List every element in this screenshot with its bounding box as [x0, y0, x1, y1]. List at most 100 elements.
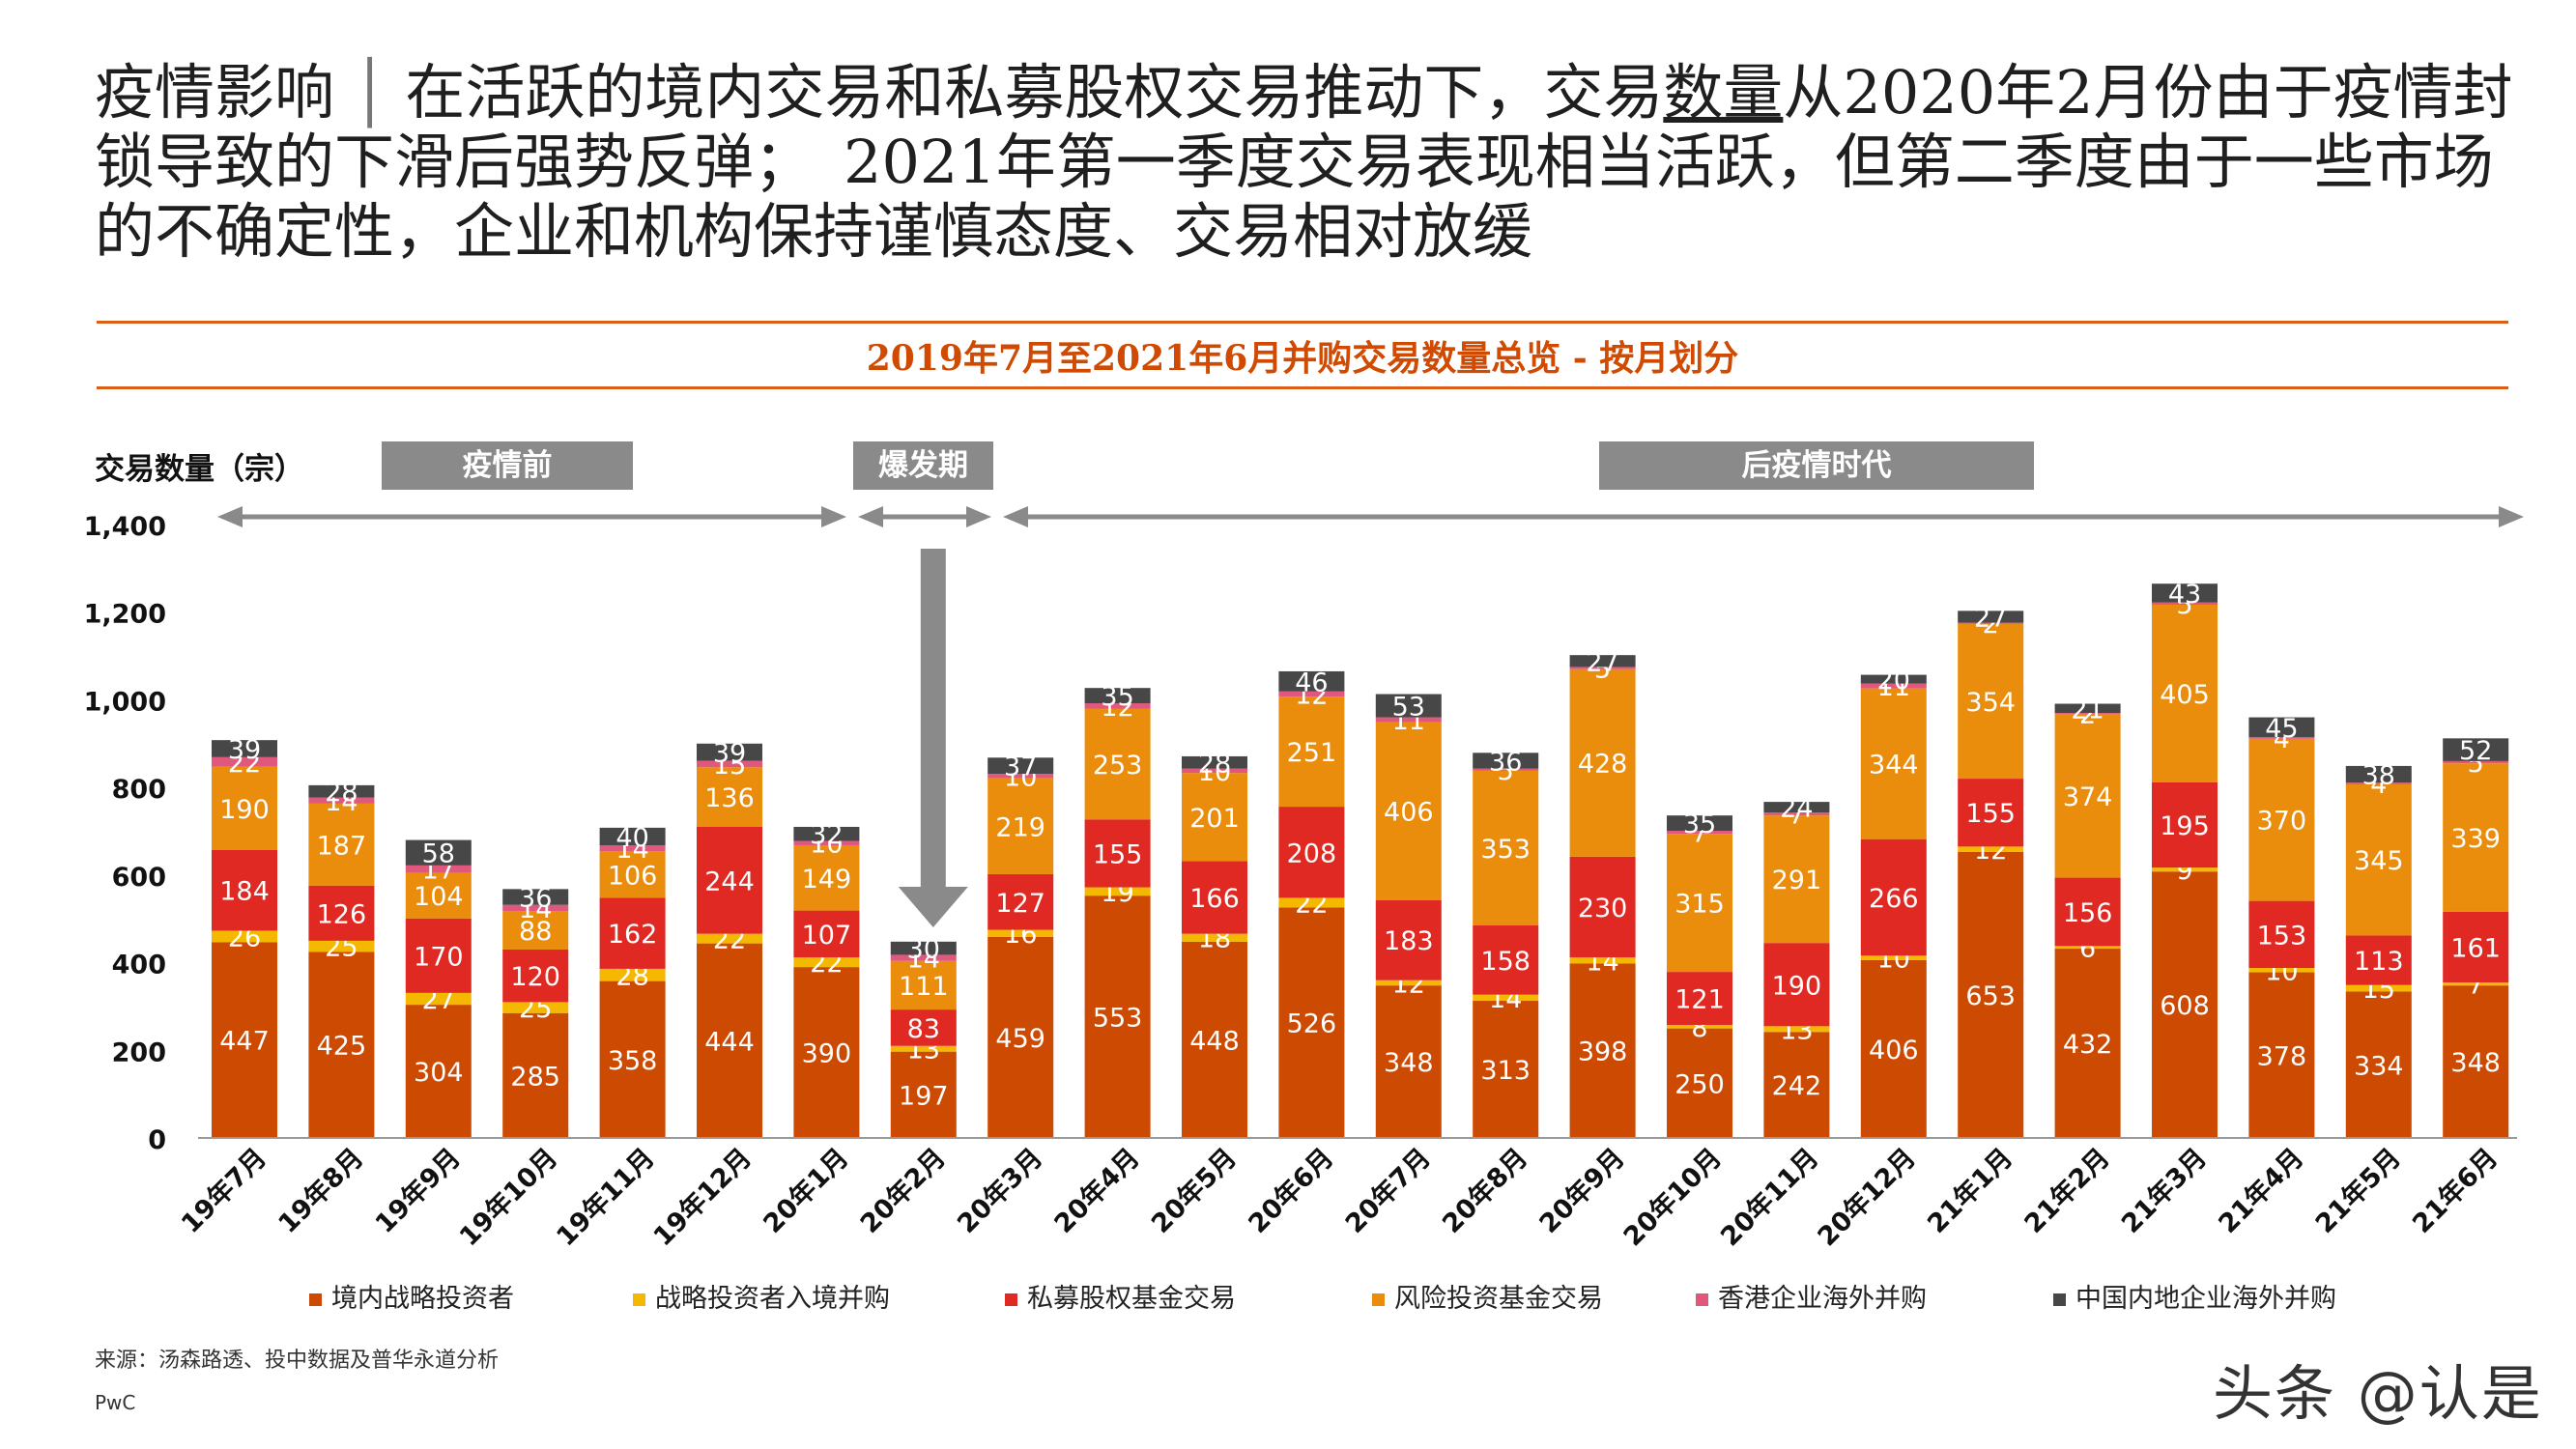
bar-segment	[212, 850, 277, 931]
title-rule-top	[97, 321, 2508, 324]
x-tick-label: 20年11月	[1714, 1142, 1824, 1252]
bar-value-label: 36	[519, 884, 552, 914]
bar-value-label: 53	[1392, 693, 1425, 723]
bar-segment	[2152, 583, 2218, 603]
x-tick-label: 20年4月	[1048, 1142, 1146, 1239]
bar-segment	[1763, 815, 1830, 944]
legend-label: 私募股权基金交易	[1027, 1284, 1236, 1314]
bar-segment	[1473, 994, 1539, 1002]
bar-segment	[987, 929, 1054, 937]
bar-segment	[1473, 753, 1539, 769]
bar-value-label: 406	[1869, 1036, 1919, 1065]
bar-segment	[1473, 1001, 1539, 1138]
bar-segment	[2345, 783, 2412, 936]
y-axis: 0 200 400 600 800 1,000 1,200 1,400	[84, 512, 166, 1155]
outbreak-arrow-head	[898, 887, 968, 927]
legend-label: 中国内地企业海外并购	[2075, 1284, 2336, 1314]
bar-segment	[1860, 955, 1927, 960]
bar-value-label: 46	[1295, 668, 1328, 697]
bar-segment	[987, 774, 1054, 779]
bar-value-label: 266	[1869, 884, 1919, 914]
bar-segment	[2248, 900, 2315, 969]
bar-segment	[2345, 782, 2412, 784]
bar-value-label: 250	[1674, 1069, 1725, 1099]
bar-segment	[502, 904, 569, 912]
bar-segment	[1375, 694, 1442, 718]
bar-segment	[890, 941, 957, 955]
legend-label: 香港企业海外并购	[1718, 1284, 1927, 1314]
bar-value-label: 32	[810, 820, 843, 850]
bar-segment	[1860, 683, 1927, 689]
bar-value-label: 24	[1780, 794, 1813, 824]
bar-segment	[502, 949, 569, 1003]
bar-segment	[1375, 722, 1442, 900]
bar-segment	[697, 826, 762, 934]
source-note: 来源：汤森路透、投中数据及普华永道分析	[95, 1349, 500, 1373]
bar-segment	[405, 839, 472, 866]
bar-segment	[2152, 605, 2218, 782]
legend: 境内战略投资者 战略投资者入境并购 私募股权基金交易 风险投资基金交易 香港企业海外并购…	[309, 1277, 2532, 1316]
bar-segment	[308, 803, 375, 886]
bar-segment	[1375, 980, 1442, 986]
bar-segment	[1667, 834, 1732, 973]
bar-segment	[1569, 963, 1636, 1138]
bar-segment	[405, 1005, 472, 1138]
bar-segment	[1860, 838, 1927, 956]
bar-segment	[793, 910, 860, 958]
legend-swatch	[1696, 1293, 1708, 1306]
bar-value-label: 344	[1869, 751, 1919, 781]
bar-segment	[697, 933, 762, 944]
bar-segment	[599, 897, 666, 969]
bar-value-label: 83	[907, 1014, 940, 1044]
x-tick-label: 19年7月	[175, 1142, 272, 1239]
bar-segment	[1473, 768, 1539, 771]
bar-segment	[1278, 696, 1345, 808]
bar-segment	[1860, 674, 1927, 684]
bar-segment	[1763, 943, 1830, 1027]
bar-segment	[2248, 968, 2315, 973]
x-tick-label: 20年9月	[1533, 1142, 1631, 1239]
bar-value-label: 608	[2160, 991, 2210, 1021]
bar-segment	[1278, 807, 1345, 898]
bar-segment	[599, 851, 666, 898]
bar-value-label: 28	[1198, 749, 1231, 779]
bar-segment	[1182, 861, 1247, 934]
bar-segment	[1667, 1028, 1732, 1138]
bar-value-label: 37	[1004, 753, 1037, 782]
bar-value-label: 58	[422, 839, 455, 869]
bar-segment	[212, 942, 277, 1138]
x-tick-label: 20年2月	[854, 1142, 952, 1239]
bar-segment	[405, 872, 472, 919]
bar-segment	[793, 957, 860, 968]
x-tick-label: 21年6月	[2406, 1142, 2504, 1239]
outbreak-arrow-shaft	[920, 549, 946, 887]
bar-segment	[1278, 897, 1345, 908]
brand-label: PwC	[95, 1391, 136, 1414]
x-tick-label: 21年2月	[2018, 1142, 2116, 1239]
phase-arrow-head-right	[2499, 506, 2524, 527]
x-tick-label: 20年1月	[758, 1142, 855, 1239]
bar-segment	[599, 980, 666, 1138]
bar-value-label: 27	[1586, 647, 1618, 677]
bar-segment	[2152, 871, 2218, 1138]
bar-segment	[2443, 981, 2509, 986]
bar-value-label: 348	[1384, 1048, 1434, 1078]
bar-segment	[502, 911, 569, 950]
bar-segment	[1375, 899, 1442, 980]
bar-value-label: 28	[325, 778, 358, 808]
y-tick-label: 800	[112, 775, 166, 805]
x-tick-label: 21年1月	[1921, 1142, 2018, 1239]
bar-value-label: 153	[2257, 921, 2307, 951]
legend-swatch	[1005, 1293, 1017, 1306]
x-tick-label: 20年7月	[1339, 1142, 1437, 1239]
bar-segment	[2054, 949, 2121, 1138]
phase-arrow-head-right	[966, 506, 991, 527]
bar-value-label: 398	[1578, 1037, 1628, 1067]
